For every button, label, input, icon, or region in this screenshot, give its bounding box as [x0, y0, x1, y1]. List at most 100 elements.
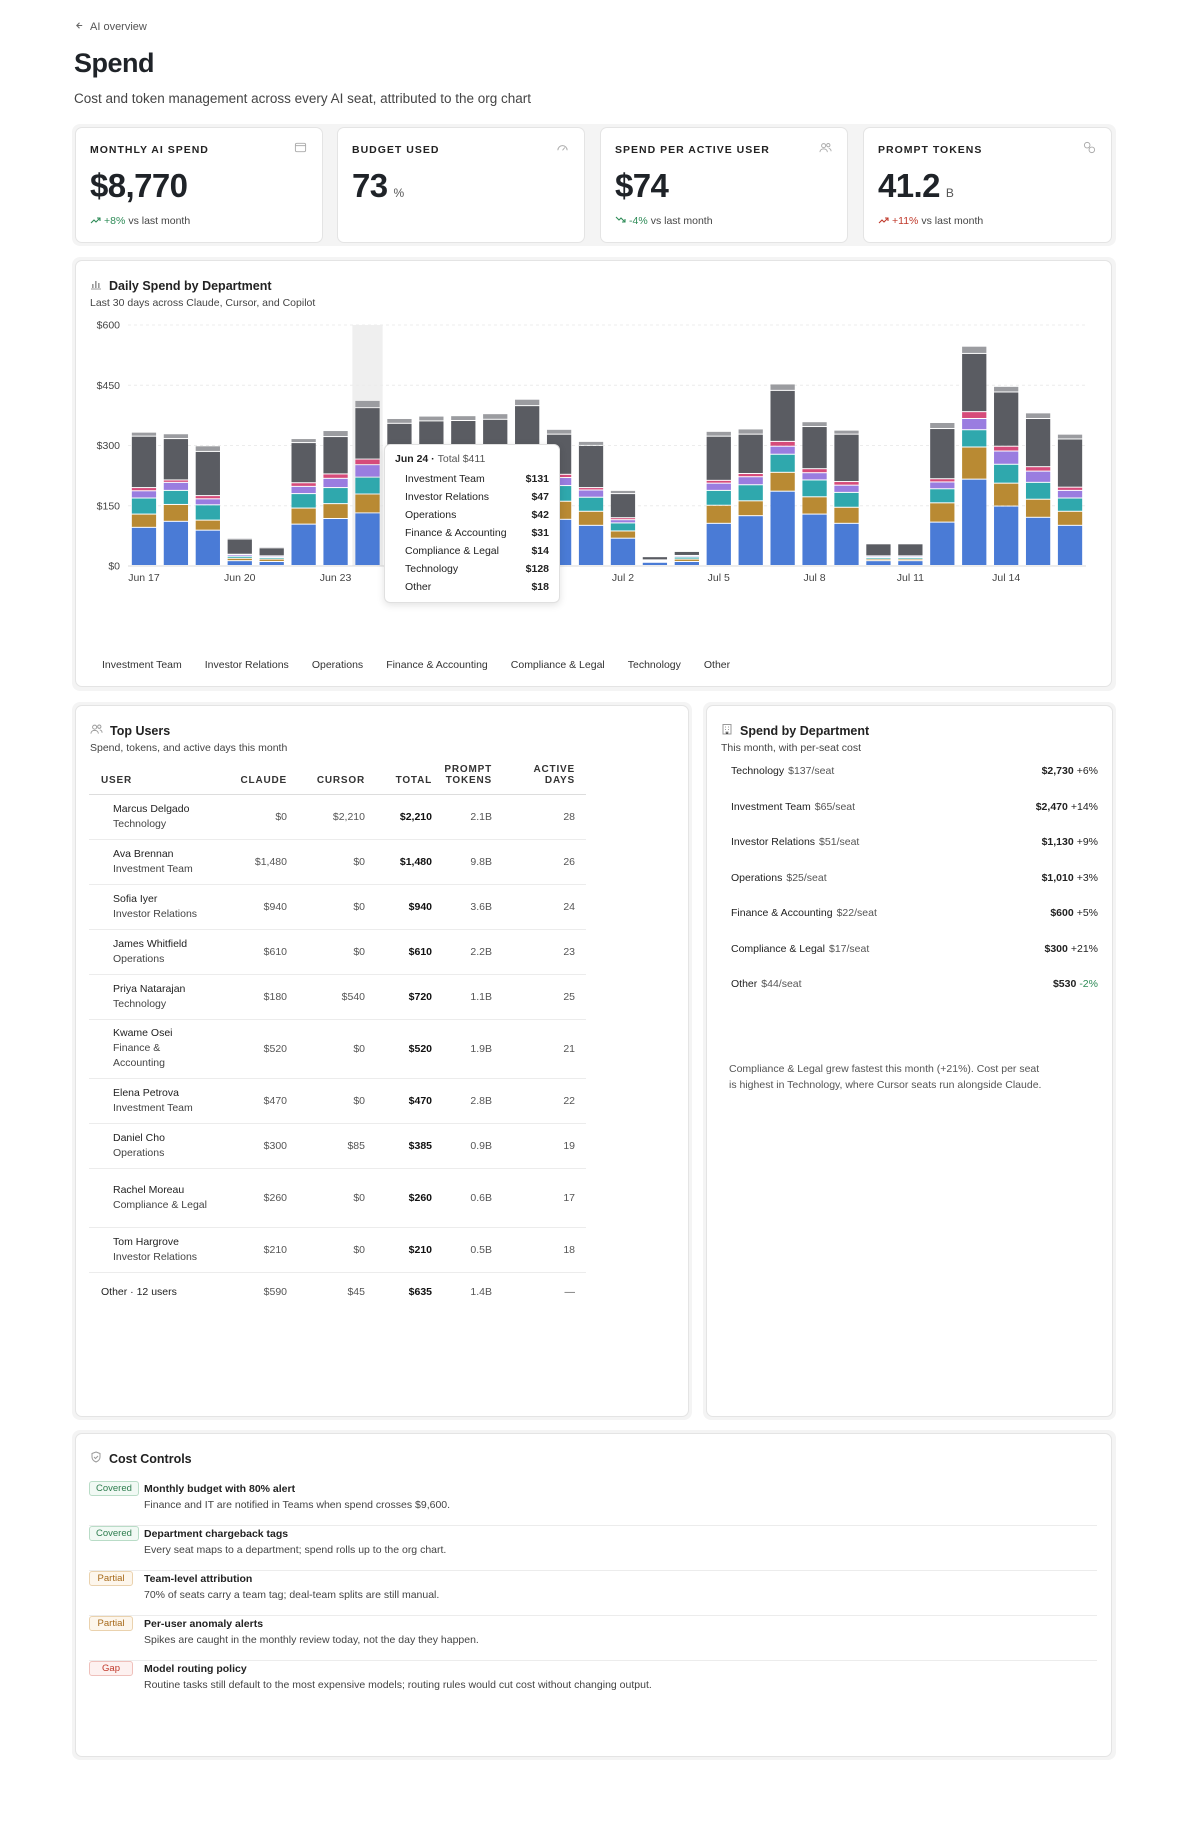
legend-item[interactable]: Technology — [627, 659, 681, 671]
bar-segment-technology[interactable] — [195, 451, 220, 496]
bar-segment-investor-relations[interactable] — [962, 447, 987, 479]
bar-segment-operations[interactable] — [578, 497, 604, 511]
bar-segment-other[interactable] — [355, 400, 380, 408]
bar-segment-operations[interactable] — [994, 464, 1019, 483]
col-cursor[interactable]: CURSOR — [298, 760, 376, 795]
control-item[interactable]: Gap Model routing policy Routine tasks sti… — [89, 1661, 1097, 1706]
table-row[interactable]: Sofia Iyer Investor Relations $940 $0 $940 3.… — [89, 884, 586, 930]
bar-segment-compliance-legal[interactable] — [578, 488, 604, 490]
col-claude[interactable]: CLAUDE — [224, 760, 298, 795]
bar-segment-compliance-legal[interactable] — [291, 483, 316, 486]
bar-segment-investment-team[interactable] — [738, 516, 763, 565]
bar-segment-investment-team[interactable] — [355, 513, 380, 565]
bar-segment-technology[interactable] — [259, 548, 284, 556]
bar-segment-finance-accounting[interactable] — [163, 482, 189, 490]
bar-segment-technology[interactable] — [355, 408, 380, 459]
bar-segment-compliance-legal[interactable] — [1025, 467, 1051, 471]
control-item[interactable]: Partial Per-user anomaly alerts Spikes are… — [89, 1616, 1097, 1661]
table-row[interactable]: Rachel Moreau Compliance & Legal $260 $0 $26… — [89, 1168, 586, 1228]
bar-segment-investor-relations[interactable] — [834, 507, 859, 523]
dept-row[interactable]: Other $44/seat $530 -2% — [731, 978, 1098, 990]
bar-segment-investment-team[interactable] — [163, 521, 189, 565]
bar-segment-operations[interactable] — [834, 492, 859, 507]
bar-segment-investment-team[interactable] — [1025, 517, 1051, 565]
bar-segment-compliance-legal[interactable] — [706, 480, 731, 483]
bar-segment-compliance-legal[interactable] — [834, 482, 859, 485]
bar-segment-operations[interactable] — [323, 488, 348, 504]
bar-segment-investment-team[interactable] — [291, 524, 316, 565]
bar-segment-investor-relations[interactable] — [259, 559, 284, 561]
bar-segment-other[interactable] — [802, 422, 827, 427]
bar-segment-investment-team[interactable] — [1057, 525, 1083, 565]
bar-segment-investor-relations[interactable] — [994, 483, 1019, 506]
bar-segment-other[interactable] — [578, 441, 604, 445]
bar-segment-investor-relations[interactable] — [674, 559, 699, 561]
bar-segment-investment-team[interactable] — [770, 491, 795, 565]
bar-segment-investor-relations[interactable] — [770, 472, 795, 491]
legend-item[interactable]: Operations — [311, 659, 364, 671]
bar-segment-investment-team[interactable] — [642, 562, 668, 565]
bar-segment-finance-accounting[interactable] — [1025, 471, 1051, 482]
bar-segment-technology[interactable] — [674, 551, 699, 555]
bar-segment-investment-team[interactable] — [898, 561, 923, 565]
bar-segment-technology[interactable] — [1057, 439, 1083, 487]
bar-segment-finance-accounting[interactable] — [323, 478, 348, 488]
bar-segment-finance-accounting[interactable] — [291, 486, 316, 494]
bar-segment-technology[interactable] — [994, 392, 1019, 446]
control-item[interactable]: Covered Department chargeback tags Every s… — [89, 1526, 1097, 1571]
bar-segment-finance-accounting[interactable] — [131, 491, 157, 498]
bar-segment-operations[interactable] — [802, 480, 827, 497]
bar-segment-finance-accounting[interactable] — [962, 418, 987, 430]
bar-segment-compliance-legal[interactable] — [355, 459, 380, 465]
bar-segment-operations[interactable] — [738, 485, 763, 501]
bar-segment-investment-team[interactable] — [706, 523, 731, 565]
bar-segment-investment-team[interactable] — [578, 525, 604, 565]
bar-segment-operations[interactable] — [131, 498, 157, 514]
bar-segment-technology[interactable] — [642, 557, 668, 560]
bar-segment-technology[interactable] — [802, 427, 827, 469]
bar-segment-compliance-legal[interactable] — [1057, 487, 1083, 490]
bar-segment-technology[interactable] — [131, 436, 157, 488]
bar-segment-investor-relations[interactable] — [131, 514, 157, 527]
bar-segment-other[interactable] — [515, 399, 540, 406]
bar-segment-compliance-legal[interactable] — [323, 474, 348, 478]
bar-segment-other[interactable] — [930, 423, 955, 429]
bar-segment-investor-relations[interactable] — [1057, 511, 1083, 525]
dept-row[interactable]: Finance & Accounting $22/seat $600 +5% — [731, 907, 1098, 919]
control-item[interactable]: Covered Monthly budget with 80% alert Fina… — [89, 1481, 1097, 1526]
bar-segment-operations[interactable] — [195, 505, 220, 520]
bar-segment-technology[interactable] — [866, 544, 891, 556]
bar-segment-operations[interactable] — [706, 490, 731, 505]
dept-row[interactable]: Investor Relations $51/seat $1,130 +9% — [731, 836, 1098, 848]
bar-segment-investor-relations[interactable] — [195, 520, 220, 530]
bar-segment-technology[interactable] — [291, 443, 316, 483]
bar-segment-investment-team[interactable] — [674, 561, 699, 565]
bar-segment-investor-relations[interactable] — [738, 501, 763, 516]
bar-segment-other[interactable] — [1057, 434, 1083, 439]
bar-segment-investor-relations[interactable] — [898, 559, 923, 561]
bar-segment-compliance-legal[interactable] — [770, 441, 795, 446]
bar-segment-operations[interactable] — [259, 557, 284, 559]
table-row[interactable]: James Whitfield Operations $610 $0 $610 2.2B 2… — [89, 929, 586, 975]
bar-segment-investment-team[interactable] — [930, 522, 955, 565]
bar-segment-finance-accounting[interactable] — [834, 485, 859, 492]
dept-row[interactable]: Compliance & Legal $17/seat $300 +21% — [731, 943, 1098, 955]
bar-segment-technology[interactable] — [738, 434, 763, 474]
bar-segment-investment-team[interactable] — [610, 538, 636, 565]
bar-segment-technology[interactable] — [770, 390, 795, 441]
table-row-other[interactable]: Other · 12 users $590 $45 $635 1.4B — — [89, 1272, 586, 1312]
bar-segment-finance-accounting[interactable] — [195, 499, 220, 505]
bar-segment-investor-relations[interactable] — [163, 504, 189, 521]
bar-segment-technology[interactable] — [578, 445, 604, 488]
table-row[interactable]: Ava Brennan Investment Team $1,480 $0 $1,480… — [89, 839, 586, 885]
bar-segment-technology[interactable] — [163, 439, 189, 480]
table-row[interactable]: Marcus Delgado Technology $0 $2,210 $2,210 2.… — [89, 794, 586, 840]
bar-segment-technology[interactable] — [706, 436, 731, 480]
bar-segment-technology[interactable] — [898, 544, 923, 556]
bar-segment-other[interactable] — [1025, 413, 1051, 418]
bar-segment-technology[interactable] — [834, 434, 859, 482]
bar-segment-operations[interactable] — [962, 430, 987, 447]
bar-segment-investor-relations[interactable] — [355, 494, 380, 513]
bar-segment-technology[interactable] — [323, 437, 348, 474]
bar-segment-technology[interactable] — [1025, 418, 1051, 467]
